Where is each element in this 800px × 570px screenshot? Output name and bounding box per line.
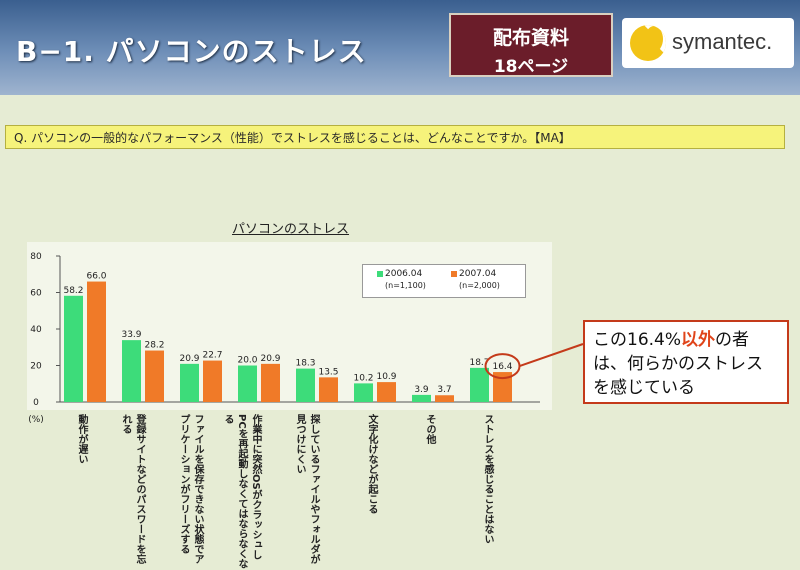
- legend-n-2006: (n=1,100): [385, 281, 426, 290]
- data-label: 10.9: [376, 372, 396, 382]
- callout-line3: を感じている: [593, 378, 695, 398]
- callout-highlight: 以外: [681, 330, 716, 350]
- y-axis-label: (%): [28, 415, 44, 425]
- callout-line1: この16.4%以外の者: [593, 328, 779, 352]
- data-label: 28.2: [144, 341, 164, 351]
- legend-swatch-2006: [377, 270, 383, 277]
- y-tick-label: 80: [30, 252, 42, 262]
- logo-text: symantec.: [672, 29, 773, 54]
- category-label: 作業中に突然OSがクラッシュしPCを再起動しなくてはならなくなる: [222, 414, 261, 569]
- bar-2006.04: [296, 368, 315, 402]
- data-label: 18.7: [469, 358, 489, 368]
- bar-2007.04: [377, 382, 396, 402]
- y-tick-label: 60: [30, 289, 42, 299]
- bar-2006.04: [354, 383, 373, 402]
- data-label: 20.9: [260, 354, 280, 364]
- bar-2007.04: [493, 372, 512, 402]
- legend-item-2007: 2007.04: [451, 269, 496, 279]
- data-label: 58.2: [63, 286, 83, 296]
- category-label: その他: [424, 414, 435, 444]
- bar-2006.04: [238, 365, 257, 402]
- slide-header: B−1. パソコンのストレス 配布資料 18ページ symantec.: [0, 0, 800, 95]
- data-label: 22.7: [202, 351, 222, 361]
- legend-label-2007: 2007.04: [459, 269, 497, 279]
- y-tick-label: 20: [30, 362, 42, 372]
- category-label: 動作が遅い: [76, 414, 87, 464]
- badge-label: 配布資料: [492, 27, 569, 49]
- bar-2006.04: [470, 367, 489, 402]
- data-label: 20.9: [179, 354, 199, 364]
- callout-box: この16.4%以外の者 は、何らかのストレス を感じている: [583, 320, 789, 404]
- category-label: 探しているファイルやフォルダが見つけにくい: [294, 414, 319, 564]
- data-label: 20.0: [237, 356, 257, 366]
- data-label: 3.7: [437, 385, 451, 395]
- bar-2006.04: [64, 295, 83, 402]
- data-label: 66.0: [86, 272, 106, 282]
- symantec-logo-icon: [630, 25, 666, 61]
- data-label: 13.5: [318, 367, 338, 377]
- callout-line2: は、何らかのストレス: [593, 354, 763, 374]
- category-label: ファイルを保存できない状態でアプリケーションがフリーズする: [178, 414, 203, 564]
- data-label: 3.9: [414, 385, 429, 395]
- bar-2007.04: [203, 360, 222, 402]
- legend-n-2007: (n=2,000): [459, 281, 500, 290]
- data-label: 33.9: [121, 330, 141, 340]
- data-label: 10.2: [353, 373, 373, 383]
- bar-2007.04: [435, 395, 454, 402]
- bar-2007.04: [261, 363, 280, 402]
- bar-2007.04: [319, 377, 338, 402]
- category-label: 文字化けなどが起こる: [366, 414, 377, 514]
- callout-text: の者: [715, 330, 750, 350]
- chart-title: パソコンのストレス: [232, 222, 350, 237]
- bar-2006.04: [412, 394, 431, 402]
- badge-page: 18ページ: [493, 57, 569, 77]
- legend-swatch-2007: [451, 270, 457, 277]
- bar-2006.04: [180, 363, 199, 402]
- category-label: 登録サイトなどのパスワードを忘れる: [120, 414, 145, 564]
- y-tick-label: 40: [30, 325, 42, 335]
- chart-legend: 2006.04 (n=1,100) 2007.04 (n=2,000): [362, 264, 526, 298]
- y-tick-label: 0: [33, 398, 39, 408]
- callout-text: この16.4%: [593, 330, 682, 350]
- question-banner: Q. パソコンの一般的なパフォーマンス（性能）でストレスを感じることは、どんなこ…: [5, 125, 785, 149]
- symantec-logo: symantec.: [622, 18, 794, 68]
- legend-item-2006: 2006.04: [377, 269, 422, 279]
- category-label: ストレスを感じることはない: [482, 414, 493, 544]
- data-label: 16.4: [492, 362, 512, 372]
- handout-badge: 配布資料 18ページ: [449, 13, 613, 77]
- bar-2007.04: [87, 281, 106, 402]
- legend-label-2006: 2006.04: [385, 269, 423, 279]
- slide-title: B−1. パソコンのストレス: [16, 35, 367, 68]
- bar-2006.04: [122, 340, 141, 402]
- data-label: 18.3: [295, 359, 315, 369]
- callout-pointer: [519, 343, 584, 368]
- bar-2007.04: [145, 350, 164, 402]
